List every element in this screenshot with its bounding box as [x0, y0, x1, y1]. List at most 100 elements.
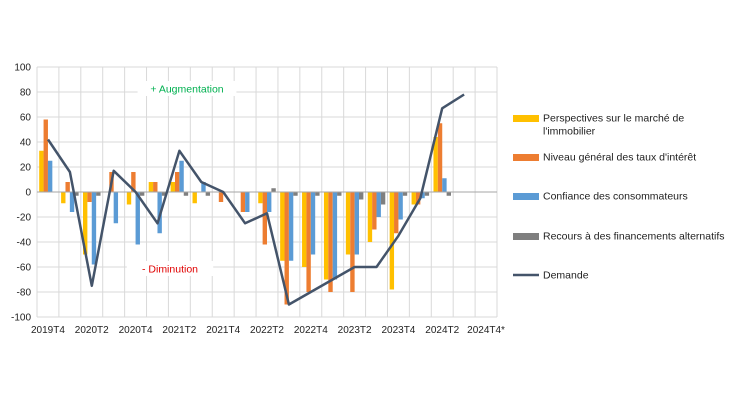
annotation-background: [137, 81, 237, 96]
bar: [394, 192, 399, 234]
axes: -100 -80 -60 -40 -20 0 20 40 60 80 100 2019T4 2020T2…: [11, 63, 505, 337]
legend-swatch: [513, 233, 539, 240]
bar: [306, 192, 311, 292]
bar: [205, 192, 211, 196]
y-tick-label: -20: [17, 213, 32, 224]
annotation-background: [126, 261, 214, 276]
bar: [61, 192, 66, 204]
bar: [262, 192, 267, 245]
x-tick-label: 2021T2: [162, 325, 196, 336]
bar: [170, 182, 175, 192]
legend-label: Recours à des financements alternatifs: [543, 231, 725, 243]
bar: [367, 192, 373, 242]
bar: [161, 192, 167, 196]
bar: [83, 192, 88, 255]
legend-swatch: [513, 193, 539, 200]
bar: [345, 192, 351, 255]
bar: [415, 192, 421, 205]
x-tick-label: 2024T2: [425, 325, 459, 336]
bar: [280, 192, 285, 261]
annotation-increase: + Augmentation: [150, 84, 223, 96]
legend-label: Demande: [543, 270, 589, 282]
y-tick-label: 60: [20, 113, 32, 124]
y-tick-label: -60: [17, 263, 32, 274]
x-tick-label: 2020T4: [119, 325, 153, 336]
x-tick-label: 2023T4: [381, 325, 415, 336]
bar: [323, 192, 329, 280]
bar: [192, 192, 197, 204]
bar: [302, 192, 307, 267]
y-tick-label: 0: [25, 188, 31, 199]
bar: [218, 192, 224, 202]
legend: Perspectives sur le marché de l'immobilie…: [513, 113, 725, 282]
y-tick-label: 40: [20, 138, 32, 149]
bar: [135, 192, 140, 245]
bar: [65, 182, 70, 192]
bar: [245, 192, 250, 212]
bar: [87, 192, 92, 202]
y-tick-label: -40: [17, 238, 32, 249]
bar: [113, 192, 119, 224]
bar: [437, 123, 443, 192]
y-tick-label: 100: [14, 63, 31, 74]
x-tick-label: 2024T4*: [467, 325, 505, 336]
bar: [240, 192, 246, 212]
bar: [258, 192, 263, 204]
bar: [398, 192, 403, 220]
bar: [402, 192, 408, 196]
bar: [175, 172, 180, 192]
bar: [69, 192, 75, 212]
legend-label: Niveau général des taux d'intérêt: [543, 152, 696, 164]
demand-line-group: [46, 93, 465, 306]
bars: [39, 119, 451, 305]
bar: [337, 192, 342, 196]
bar: [376, 192, 381, 217]
bar: [420, 192, 425, 199]
bar: [315, 192, 320, 196]
bar: [43, 119, 48, 192]
x-tick-label: 2019T4: [31, 325, 65, 336]
bar: [179, 160, 184, 192]
bar: [372, 192, 377, 230]
y-tick-label: -80: [17, 288, 32, 299]
bar: [328, 192, 333, 292]
y-tick-label: 20: [20, 163, 32, 174]
bar: [350, 192, 355, 292]
bar: [359, 192, 364, 200]
bar: [310, 192, 316, 255]
legend-swatch: [513, 154, 539, 161]
bar: [148, 182, 154, 192]
x-tick-label: 2020T2: [75, 325, 109, 336]
bar: [47, 160, 53, 192]
bar: [288, 192, 294, 261]
bar: [183, 192, 189, 196]
legend-label: Perspectives sur le marché de l'immobilie…: [543, 113, 684, 138]
bar: [91, 192, 97, 265]
x-tick-label: 2022T2: [250, 325, 284, 336]
bar: [271, 188, 276, 192]
legend-label: Confiance des consommateurs: [543, 191, 688, 203]
bar: [446, 192, 451, 196]
bar: [96, 192, 101, 196]
legend-swatch: [513, 115, 539, 122]
y-tick-label: 80: [20, 88, 32, 99]
bar: [389, 192, 395, 290]
x-tick-label: 2022T4: [294, 325, 328, 336]
bar: [74, 192, 79, 196]
y-tick-label: -100: [11, 313, 31, 324]
x-tick-label: 2023T2: [338, 325, 372, 336]
bar: [201, 182, 206, 192]
bar: [153, 182, 158, 192]
bar: [293, 192, 298, 196]
bar: [126, 192, 132, 205]
bar: [354, 192, 359, 255]
bar: [411, 192, 416, 205]
annotations: + Augmentation - Diminution: [126, 81, 237, 276]
bar: [332, 192, 338, 280]
bar: [267, 192, 272, 212]
demand-line: [46, 93, 465, 306]
bar: [131, 172, 136, 192]
bar: [139, 192, 145, 196]
bar: [284, 192, 289, 305]
